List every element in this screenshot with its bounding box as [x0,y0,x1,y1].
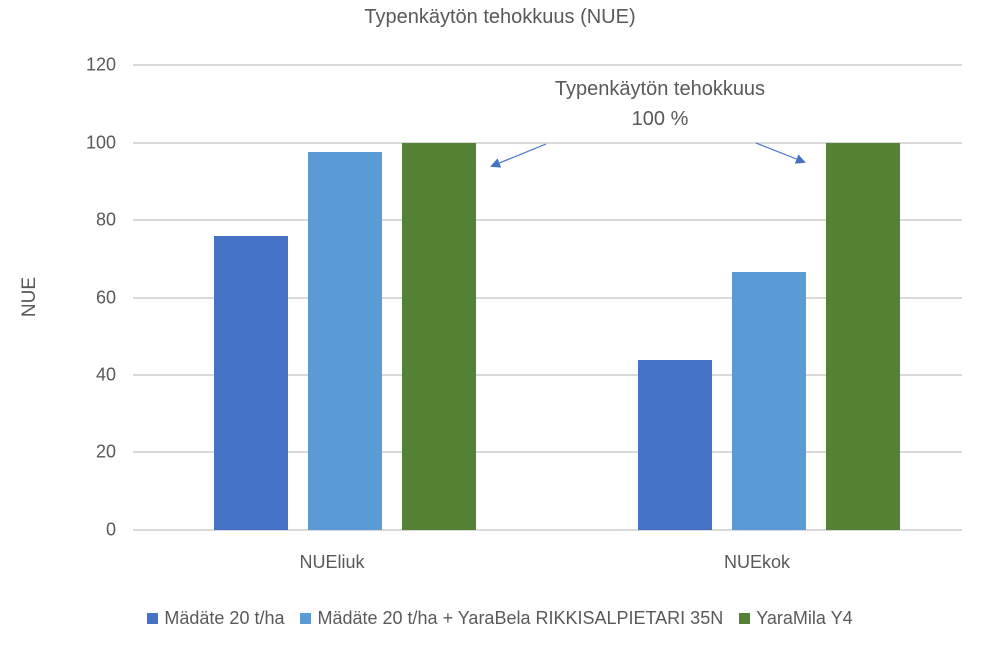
annotation-line1: Typenkäytön tehokkuus [554,78,766,100]
arrow-right [755,142,806,164]
annotation-line2: 100 % [631,108,689,130]
legend-swatch-icon [147,613,159,624]
legend-item-madate[interactable]: Mädäte 20 t/ha [147,608,284,629]
x-tick-nuekok: NUEkok [723,552,791,572]
y-tick-80: 80 [95,209,116,230]
gridline [133,451,962,453]
legend: Mädäte 20 t/ha Mädäte 20 t/ha + YaraBela… [0,608,1000,629]
gridline [133,374,962,376]
gridline [133,142,962,144]
y-tick-100: 100 [85,132,116,153]
bar-nueliuk-0 [214,235,288,530]
legend-label: Mädäte 20 t/ha + YaraBela RIKKISALPIETAR… [317,608,724,628]
y-tick-60: 60 [95,287,116,308]
arrow-left [490,143,547,168]
gridline [133,297,962,299]
x-axis-line [133,529,962,531]
legend-item-yaramila[interactable]: YaraMila Y4 [739,608,853,629]
x-tick-nueliuk: NUEliuk [299,552,365,572]
bar-nuekok-1 [732,272,806,530]
legend-swatch-icon [300,613,312,624]
gridline [133,64,962,66]
y-tick-0: 0 [105,519,116,540]
gridline [133,219,962,221]
bar-nueliuk-2 [402,142,476,530]
bar-nueliuk-1 [308,152,382,530]
annotation-text: Typenkäytön tehokkuus 100 % [500,74,820,134]
chart-title: Typenkäytön tehokkuus (NUE) [364,6,636,28]
legend-label: YaraMila Y4 [756,608,853,628]
y-tick-20: 20 [95,441,116,462]
y-tick-120: 120 [85,54,116,75]
y-tick-40: 40 [95,364,116,385]
legend-label: Mädäte 20 t/ha [164,608,285,628]
legend-item-madate-yarabela[interactable]: Mädäte 20 t/ha + YaraBela RIKKISALPIETAR… [300,608,723,629]
bar-nuekok-0 [638,359,712,530]
bar-nuekok-2 [826,142,900,530]
legend-swatch-icon [739,613,751,624]
